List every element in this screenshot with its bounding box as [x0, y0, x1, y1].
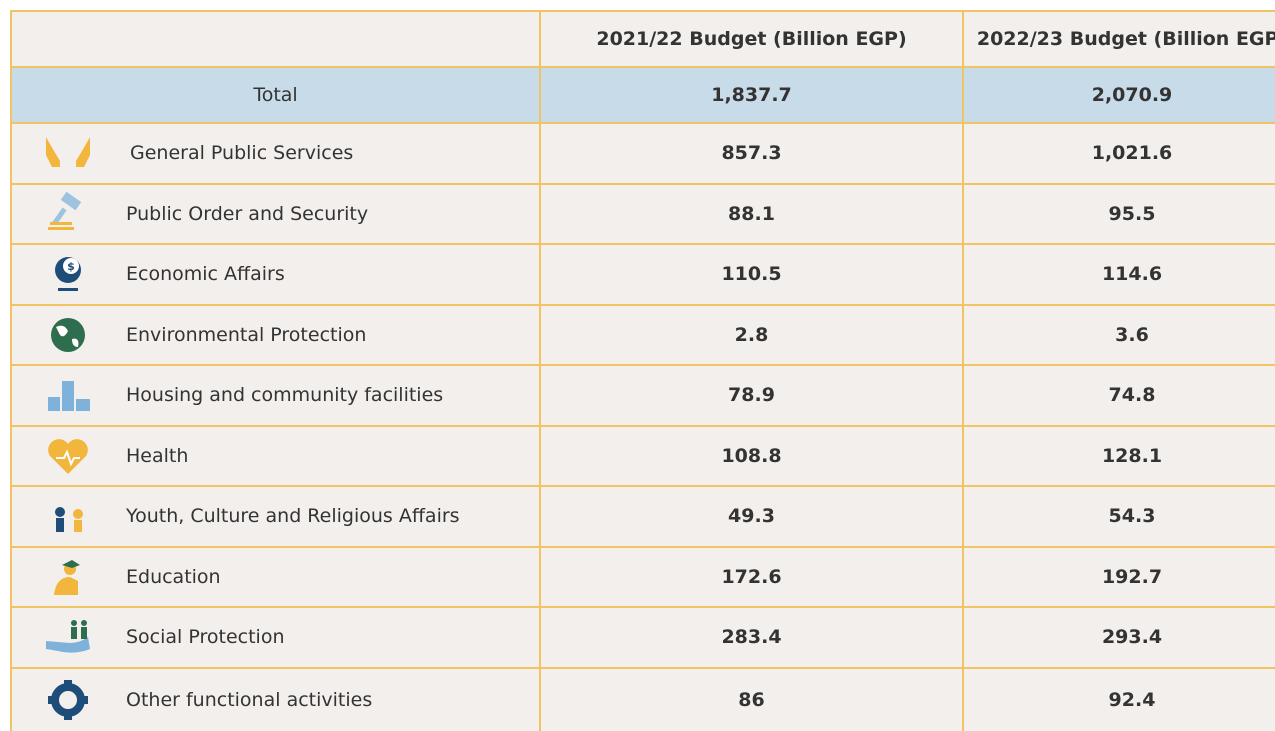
row-value: 49.3 — [539, 487, 962, 546]
table-row: $ Economic Affairs 110.5 114.6 — [10, 243, 1275, 304]
row-value: 110.5 — [539, 245, 962, 304]
row-icon — [46, 137, 90, 168]
row-value: 78.9 — [539, 366, 962, 425]
total-label: Total — [10, 68, 539, 122]
row-value: 192.7 — [962, 547, 1275, 606]
row-label-cell: Education — [10, 547, 539, 606]
svg-text:$: $ — [67, 260, 75, 273]
row-label: Youth, Culture and Religious Affairs — [126, 505, 460, 528]
row-value: 3.6 — [962, 305, 1275, 364]
row-label-cell: Housing and community facilities — [10, 366, 539, 425]
row-label: Housing and community facilities — [126, 384, 444, 407]
row-value: 92.4 — [962, 668, 1275, 731]
row-value: 108.8 — [539, 426, 962, 485]
row-icon — [48, 191, 82, 230]
row-value: 86 — [539, 668, 962, 731]
row-icon: $ — [55, 257, 81, 292]
row-label: Other functional activities — [126, 688, 373, 711]
row-value: 172.6 — [539, 547, 962, 606]
row-label: Health — [126, 444, 189, 467]
row-value: 88.1 — [539, 184, 962, 243]
table-row: Public Order and Security 88.1 95.5 — [10, 182, 1275, 243]
table-row: Housing and community facilities 78.9 74.8 — [10, 364, 1275, 425]
row-value: 95.5 — [962, 184, 1275, 243]
row-label: Economic Affairs — [126, 263, 285, 286]
row-label-cell: Youth, Culture and Religious Affairs — [10, 487, 539, 546]
row-value: 293.4 — [962, 608, 1275, 667]
row-value: 128.1 — [962, 426, 1275, 485]
header-cell — [10, 12, 539, 66]
table-row: Environmental Protection 2.8 3.6 — [10, 303, 1275, 364]
table-row: Total 1,837.7 2,070.9 — [10, 66, 1275, 122]
row-label-cell: Social Protection — [10, 608, 539, 667]
row-icon — [54, 559, 80, 595]
table-row: Youth, Culture and Religious Affairs 49.3… — [10, 485, 1275, 546]
header-cell: 2021/22 Budget (Billion EGP) — [539, 12, 962, 66]
row-label-cell: General Public Services — [10, 124, 539, 183]
row-value: 54.3 — [962, 487, 1275, 546]
row-label-cell: Health — [10, 426, 539, 485]
total-value: 1,837.7 — [539, 68, 962, 122]
row-icon — [48, 438, 88, 474]
row-value: 2.8 — [539, 305, 962, 364]
row-label: Education — [126, 565, 221, 588]
row-value: 114.6 — [962, 245, 1275, 304]
table-row: General Public Services 857.3 1,021.6 — [10, 122, 1275, 183]
table-row: Other functional activities 86 92.4 — [10, 666, 1275, 731]
row-label-cell: Environmental Protection — [10, 305, 539, 364]
header-cell: 2022/23 Budget (Billion EGP) — [962, 12, 1275, 66]
row-icon — [55, 507, 83, 533]
row-icon — [46, 620, 90, 653]
table-row: Health 108.8 128.1 — [10, 424, 1275, 485]
row-label-cell: Public Order and Security — [10, 184, 539, 243]
row-value: 1,021.6 — [962, 124, 1275, 183]
row-label: Social Protection — [126, 626, 285, 649]
table-row: Social Protection 283.4 293.4 — [10, 606, 1275, 667]
total-value: 2,070.9 — [962, 68, 1275, 122]
row-icon — [48, 381, 90, 412]
table-row: Education 172.6 192.7 — [10, 545, 1275, 606]
row-label: Public Order and Security — [126, 202, 369, 225]
row-label: Environmental Protection — [126, 323, 367, 346]
row-icon — [48, 679, 88, 720]
row-label-cell: $ Economic Affairs — [10, 245, 539, 304]
row-label-cell: Other functional activities — [10, 668, 539, 731]
row-icon — [51, 317, 85, 352]
row-value: 74.8 — [962, 366, 1275, 425]
row-value: 283.4 — [539, 608, 962, 667]
table-row: 2021/22 Budget (Billion EGP) 2022/23 Budg… — [10, 10, 1275, 66]
row-value: 857.3 — [539, 124, 962, 183]
row-label: General Public Services — [130, 142, 354, 165]
